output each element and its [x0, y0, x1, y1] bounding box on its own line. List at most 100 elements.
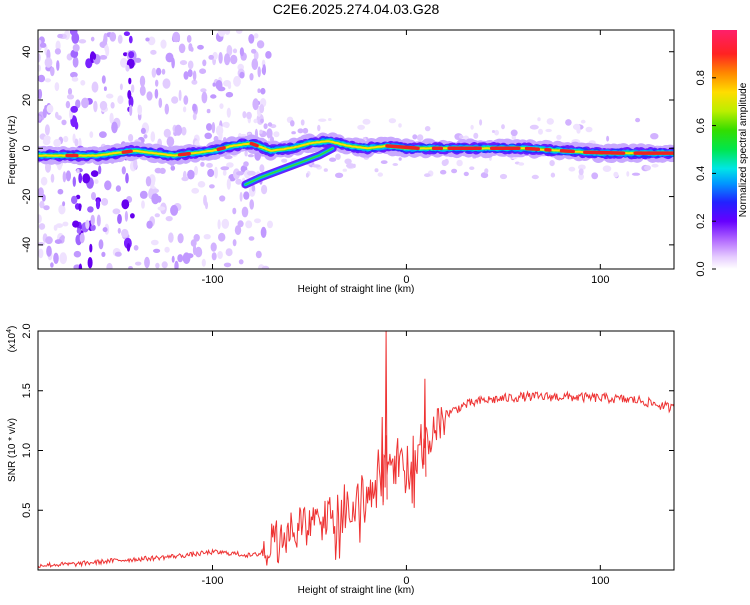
- heatmap-speckle: [440, 170, 446, 175]
- heatmap-speckle: [538, 129, 543, 135]
- heatmap-speckle: [206, 123, 212, 131]
- heatmap-speckle: [158, 206, 166, 210]
- heatmap-speckle: [247, 171, 256, 176]
- heatmap-speckle: [632, 173, 640, 176]
- heatmap-speckle: [243, 191, 249, 199]
- heatmap-speckle: [248, 154, 254, 157]
- svg-text:(x104): (x104): [6, 326, 18, 353]
- heatmap-speckle: [232, 208, 236, 215]
- heatmap-speckle: [78, 203, 81, 211]
- heatmap-speckle: [257, 88, 260, 93]
- x-tick-label: 100: [591, 575, 609, 587]
- x-tick-label: 100: [591, 274, 609, 286]
- heatmap-speckle: [68, 88, 72, 95]
- heatmap-speckle: [222, 219, 230, 229]
- heatmap-ridge-core: [527, 149, 539, 150]
- heatmap-speckle: [317, 125, 320, 131]
- heatmap-speckle: [55, 82, 60, 91]
- heatmap-speckle: [66, 170, 71, 181]
- heatmap-speckle: [226, 92, 233, 98]
- heatmap-speckle: [318, 119, 326, 122]
- heatmap-speckle: [135, 58, 142, 63]
- heatmap-speckle: [252, 58, 259, 70]
- heatmap-speckle: [88, 257, 93, 268]
- heatmap-speckle: [61, 235, 65, 240]
- heatmap-speckle: [163, 78, 171, 88]
- heatmap-speckle: [224, 53, 230, 65]
- heatmap-speckle: [55, 48, 61, 54]
- heatmap-speckle: [204, 234, 211, 239]
- heatmap-speckle: [484, 168, 488, 173]
- heatmap-speckle: [72, 77, 79, 82]
- heatmap-speckle: [225, 27, 231, 35]
- heatmap-speckle: [85, 220, 89, 229]
- heatmap-speckle: [38, 242, 45, 246]
- heatmap-speckle: [140, 191, 148, 199]
- heatmap-speckle: [72, 221, 79, 228]
- heatmap-speckle: [82, 173, 90, 183]
- heatmap-speckle: [106, 263, 112, 272]
- y-tick-label: -40: [21, 237, 33, 253]
- colorbar-tick-label: 0.8: [695, 70, 707, 85]
- heatmap-speckle: [210, 94, 216, 98]
- heatmap-speckle: [98, 165, 101, 174]
- heatmap-speckle: [43, 138, 51, 145]
- heatmap-speckle: [146, 221, 152, 229]
- heatmap-speckle: [254, 218, 261, 223]
- heatmap-speckle: [157, 196, 162, 203]
- heatmap-speckle: [144, 134, 148, 139]
- heatmap-speckle: [99, 239, 104, 249]
- heatmap-speckle: [165, 104, 169, 115]
- heatmap-speckle: [569, 167, 576, 172]
- heatmap-speckle: [155, 89, 159, 99]
- y-tick-label: -20: [21, 189, 33, 205]
- heatmap-speckle: [45, 236, 53, 244]
- heatmap-speckle: [378, 172, 383, 176]
- heatmap-speckle: [106, 94, 113, 99]
- heatmap-speckle: [500, 174, 507, 179]
- colorbar-label: Normalized spectral amplitude: [738, 82, 749, 217]
- heatmap-speckle: [155, 213, 160, 217]
- heatmap-speckle: [220, 166, 229, 170]
- heatmap-speckle: [217, 87, 225, 92]
- heatmap-speckle: [239, 72, 244, 79]
- heatmap-speckle: [547, 118, 554, 125]
- heatmap-speckle: [37, 214, 42, 223]
- colorbar-tick-label: 0.6: [695, 118, 707, 133]
- heatmap-speckle: [537, 117, 540, 121]
- heatmap-speckle: [211, 242, 217, 251]
- heatmap-speckle: [51, 174, 55, 183]
- heatmap-speckle: [56, 60, 59, 71]
- heatmap-speckle: [328, 118, 332, 121]
- heatmap-speckle: [518, 162, 524, 165]
- heatmap-speckle: [152, 189, 159, 194]
- heatmap-speckle: [381, 160, 388, 164]
- heatmap-speckle: [573, 124, 580, 130]
- heatmap-speckle: [261, 227, 267, 238]
- heatmap-speckle: [579, 168, 584, 175]
- heatmap-speckle: [183, 95, 188, 105]
- heatmap-speckle: [244, 150, 247, 156]
- heatmap-speckle: [54, 225, 58, 231]
- heatmap-speckle: [556, 135, 561, 140]
- heatmap-speckle: [260, 119, 264, 124]
- heatmap-speckle: [152, 68, 157, 78]
- heatmap-speckle: [146, 176, 151, 186]
- heatmap-ridge-core: [585, 152, 624, 153]
- x-tick-label: -100: [201, 575, 223, 587]
- heatmap-speckle: [246, 112, 252, 120]
- heatmap-speckle: [91, 215, 95, 226]
- heatmap-speckle: [651, 164, 658, 168]
- heatmap-speckle: [179, 44, 186, 54]
- heatmap-speckle: [89, 131, 93, 138]
- heatmap-speckle: [219, 195, 225, 201]
- heatmap-speckle: [242, 207, 249, 218]
- heatmap-speckle: [38, 249, 43, 259]
- heatmap-speckle: [55, 239, 62, 244]
- heatmap-speckle: [96, 199, 100, 209]
- heatmap-speckle: [79, 39, 87, 43]
- heatmap-speckle: [155, 263, 159, 269]
- heatmap-speckle: [262, 266, 269, 270]
